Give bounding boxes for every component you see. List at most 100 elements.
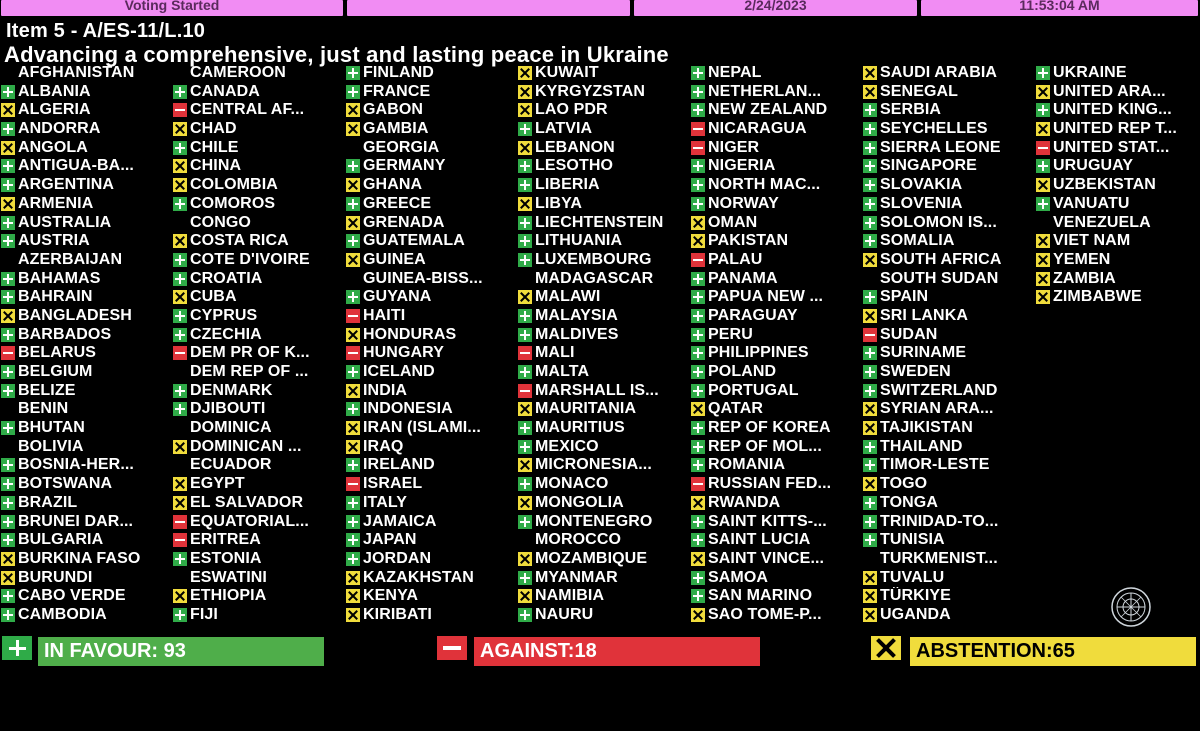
country-vote-row: KAZAKHSTAN: [346, 569, 518, 588]
country-vote-row: TONGA: [863, 494, 1035, 513]
country-vote-row: MICRONESIA...: [518, 456, 690, 475]
country-vote-row: GREECE: [346, 195, 518, 214]
country-vote-row: SLOVAKIA: [863, 176, 1035, 195]
country-vote-row: NORWAY: [691, 195, 863, 214]
plus-icon: [518, 607, 532, 622]
country-name: VENEZUELA: [1053, 213, 1151, 231]
x-icon: [1, 140, 15, 155]
country-name: MALTA: [535, 363, 590, 380]
plus-icon: [691, 365, 705, 379]
country-name: NIGERIA: [708, 157, 776, 175]
country-name: LATVIA: [535, 120, 593, 138]
plus-icon: [863, 514, 877, 529]
country-name: UNITED REP T...: [1053, 120, 1177, 138]
minus-icon: [173, 103, 187, 118]
plus-icon: [1, 458, 15, 473]
country-name: SYRIAN ARA...: [880, 400, 994, 418]
country-vote-row: SEYCHELLES: [863, 120, 1035, 139]
plus-icon: [518, 421, 532, 436]
country-name: THAILAND: [880, 437, 963, 455]
plus-icon: [863, 365, 877, 379]
country-vote-row: QATAR: [691, 400, 863, 419]
country-name: LITHUANIA: [535, 232, 623, 250]
x-icon: [863, 570, 877, 585]
country-name: ROMANIA: [708, 456, 786, 474]
country-name: SLOVAKIA: [880, 176, 963, 194]
x-icon: [518, 103, 532, 118]
country-name: COMOROS: [190, 194, 276, 212]
plus-icon: [863, 215, 877, 230]
plus-icon: [173, 140, 187, 155]
plus-icon: [518, 252, 532, 267]
minus-icon: [346, 346, 360, 361]
country-name: FRANCE: [363, 82, 431, 100]
country-vote-row: DENMARK: [173, 382, 345, 401]
plus-icon: [1, 477, 15, 492]
country-name: GERMANY: [363, 157, 446, 175]
country-vote-row: URUGUAY: [1036, 157, 1200, 176]
plus-icon: [691, 66, 705, 80]
country-name: EL SALVADOR: [190, 493, 304, 511]
plus-icon: [346, 551, 360, 566]
country-vote-row: SOUTH SUDAN: [863, 270, 1035, 289]
x-icon: [173, 122, 187, 137]
country-name: NORTH MAC...: [708, 176, 821, 194]
plus-icon: [346, 84, 360, 99]
country-name: LIBYA: [535, 194, 583, 212]
country-vote-row: HAITI: [346, 307, 518, 326]
plus-icon: [518, 439, 532, 454]
country-vote-row: TRINIDAD-TO...: [863, 513, 1035, 532]
country-vote-row: GEORGIA: [346, 139, 518, 158]
country-vote-row: UGANDA: [863, 606, 1035, 625]
country-name: SAINT VINCE...: [708, 549, 825, 567]
plus-icon: [1036, 196, 1050, 211]
country-vote-row: KUWAIT: [518, 64, 690, 83]
country-vote-row: ALGERIA: [1, 101, 173, 120]
country-vote-row: CUBA: [173, 288, 345, 307]
country-name: TÜRKIYE: [880, 587, 951, 605]
country-vote-row: LEBANON: [518, 139, 690, 158]
country-name: CYPRUS: [190, 306, 258, 324]
country-name: SEYCHELLES: [880, 120, 988, 138]
plus-icon: [691, 589, 705, 604]
plus-icon: [691, 533, 705, 548]
plus-icon: [173, 84, 187, 99]
country-name: BELGIUM: [18, 363, 93, 380]
plus-icon: [691, 458, 705, 473]
country-vote-row: NEPAL: [691, 64, 863, 83]
country-vote-row: REP OF MOL...: [691, 438, 863, 457]
country-name: UZBEKISTAN: [1053, 176, 1156, 194]
country-vote-row: SYRIAN ARA...: [863, 400, 1035, 419]
plus-icon: [863, 122, 877, 137]
x-icon: [173, 178, 187, 193]
country-name: TAJIKISTAN: [880, 419, 973, 437]
country-name: JORDAN: [363, 549, 432, 567]
country-name: CUBA: [190, 288, 237, 306]
country-name: RWANDA: [708, 493, 781, 511]
country-name: NEW ZEALAND: [708, 101, 828, 119]
country-name: UKRAINE: [1053, 64, 1127, 81]
plus-icon: [1, 514, 15, 529]
country-name: ZAMBIA: [1053, 269, 1116, 287]
country-vote-row: MYANMAR: [518, 569, 690, 588]
country-name: CONGO: [190, 213, 251, 231]
x-icon: [1036, 234, 1050, 249]
country-vote-row: DEM REP OF ...: [173, 363, 345, 382]
country-vote-row: ISRAEL: [346, 475, 518, 494]
country-name: ANGOLA: [18, 138, 88, 156]
country-vote-row: BELGIUM: [1, 363, 173, 382]
country-name: BOLIVIA: [18, 437, 84, 455]
minus-icon: [863, 327, 877, 342]
country-name: NEPAL: [708, 64, 762, 81]
country-name: SOUTH SUDAN: [880, 269, 999, 287]
country-name: BELARUS: [18, 344, 97, 362]
plus-icon: [346, 514, 360, 529]
country-vote-row: SENEGAL: [863, 83, 1035, 102]
country-name: ERITREA: [190, 531, 261, 549]
country-vote-row: UNITED REP T...: [1036, 120, 1200, 139]
x-icon: [1, 103, 15, 118]
country-name: NIGER: [708, 138, 760, 156]
country-name: BURUNDI: [18, 568, 93, 586]
country-name: IRAN (ISLAMI...: [363, 419, 481, 437]
x-icon: [691, 607, 705, 622]
